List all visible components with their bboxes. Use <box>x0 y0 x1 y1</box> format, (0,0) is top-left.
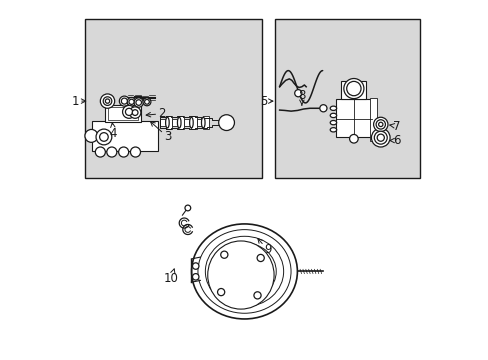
Circle shape <box>218 115 234 131</box>
Circle shape <box>375 120 385 129</box>
Circle shape <box>373 117 387 132</box>
Circle shape <box>373 131 386 144</box>
Text: 5: 5 <box>260 95 272 108</box>
Ellipse shape <box>198 230 290 313</box>
Circle shape <box>378 122 382 127</box>
Circle shape <box>119 147 128 157</box>
Bar <box>190 116 197 129</box>
Bar <box>274 19 419 178</box>
Circle shape <box>371 129 389 147</box>
Circle shape <box>136 100 141 105</box>
Circle shape <box>346 81 360 96</box>
Circle shape <box>192 274 199 280</box>
Circle shape <box>103 97 112 105</box>
Circle shape <box>105 99 109 103</box>
Circle shape <box>95 147 105 157</box>
Text: 9: 9 <box>257 238 271 256</box>
Circle shape <box>319 105 326 112</box>
Text: 3: 3 <box>150 122 171 144</box>
Bar <box>104 105 140 122</box>
Circle shape <box>184 205 190 211</box>
Text: 10: 10 <box>163 269 178 285</box>
Text: 1: 1 <box>71 95 85 108</box>
Circle shape <box>96 129 112 145</box>
Circle shape <box>129 99 134 104</box>
Circle shape <box>121 98 127 104</box>
Ellipse shape <box>329 106 336 111</box>
Ellipse shape <box>191 224 297 319</box>
Circle shape <box>217 288 224 296</box>
Text: 4: 4 <box>110 123 117 140</box>
Circle shape <box>253 292 261 299</box>
Bar <box>197 119 203 126</box>
Circle shape <box>257 255 264 262</box>
Bar <box>166 116 172 129</box>
Bar <box>172 119 178 126</box>
Circle shape <box>343 78 363 99</box>
Circle shape <box>125 108 132 116</box>
Bar <box>341 81 366 99</box>
Circle shape <box>134 98 143 107</box>
Circle shape <box>129 107 141 118</box>
Circle shape <box>192 263 199 269</box>
Bar <box>160 119 166 126</box>
Bar <box>203 116 208 129</box>
Text: 7: 7 <box>389 120 400 133</box>
Ellipse shape <box>207 241 274 309</box>
Ellipse shape <box>177 117 181 128</box>
Bar <box>92 121 158 151</box>
Circle shape <box>220 251 227 258</box>
Circle shape <box>85 130 98 142</box>
Circle shape <box>132 110 138 116</box>
Circle shape <box>122 105 135 118</box>
Ellipse shape <box>201 117 204 128</box>
Text: 2: 2 <box>146 107 165 120</box>
Ellipse shape <box>329 113 336 118</box>
Circle shape <box>127 98 136 106</box>
Circle shape <box>119 96 129 106</box>
Ellipse shape <box>212 243 276 300</box>
Circle shape <box>130 147 140 157</box>
Circle shape <box>100 94 115 108</box>
Circle shape <box>349 134 357 143</box>
Bar <box>107 107 137 120</box>
Bar <box>85 19 262 178</box>
Bar <box>369 98 376 140</box>
Text: 6: 6 <box>389 134 400 147</box>
Ellipse shape <box>329 121 336 125</box>
Bar <box>335 99 371 137</box>
Bar <box>184 119 190 126</box>
Ellipse shape <box>189 117 193 128</box>
Bar <box>178 116 184 129</box>
Circle shape <box>142 98 151 106</box>
Circle shape <box>100 133 108 141</box>
Circle shape <box>294 90 301 97</box>
Circle shape <box>376 134 384 141</box>
Circle shape <box>106 147 117 157</box>
Ellipse shape <box>329 128 336 132</box>
Circle shape <box>144 99 149 104</box>
Ellipse shape <box>205 236 283 307</box>
Text: 8: 8 <box>298 89 305 105</box>
Ellipse shape <box>165 117 169 128</box>
